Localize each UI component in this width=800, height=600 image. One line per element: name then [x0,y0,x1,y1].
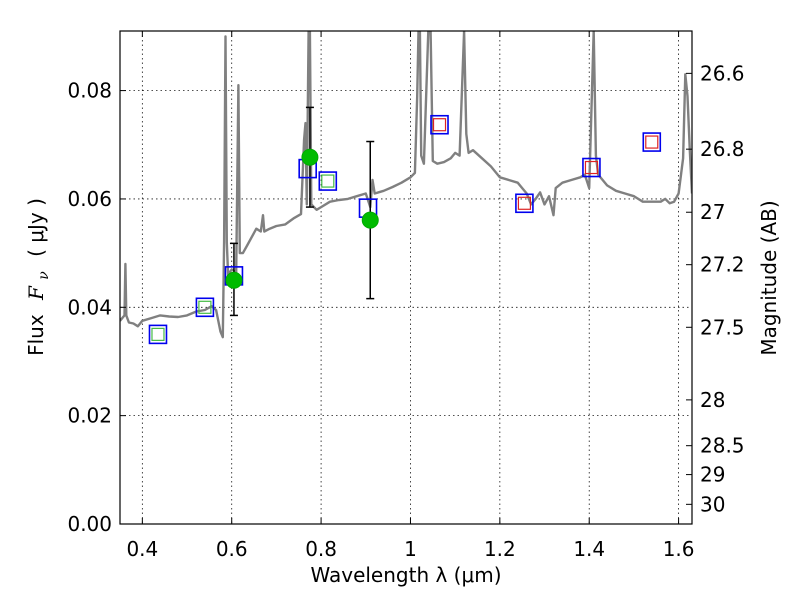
x-tick-label: 0.4 [126,537,158,561]
model-sed-line [120,31,692,339]
right-tick-label: 26.8 [700,137,745,161]
x-tick-label: 1 [404,537,417,561]
x-tick-label: 0.8 [305,537,337,561]
inner-square-marker [584,160,599,175]
inner-square-marker [517,196,532,210]
inner-square-marker [432,118,447,132]
y-axis-label-prefix: Flux [24,314,48,356]
right-tick-label: 27.2 [700,253,745,277]
right-tick-label: 27.5 [700,315,745,339]
model-photometry-square [318,171,338,191]
inner-square-marker [198,300,212,314]
y-tick-label: 0.08 [67,79,112,103]
observed-point [361,211,379,229]
y-tick-label: 0.02 [67,404,112,428]
model-photometry-square [195,297,215,318]
y-axis-label-unit: ( μJy ) [24,198,48,257]
right-tick-label: 28 [700,388,725,412]
x-tick-label: 1.2 [484,537,516,561]
x-axis-ticks: 0.4 0.6 0.8 1 1.2 1.4 1.6 [126,31,695,561]
observed-point [301,148,319,166]
y-axis-label-symbol: F [24,285,48,301]
right-tick-label: 28.5 [700,434,745,458]
y-tick-label: 0.00 [67,512,112,536]
y-tick-label: 0.04 [67,295,112,319]
x-tick-label: 1.6 [663,537,695,561]
model-sed-series [120,31,692,339]
inner-square-marker [321,174,335,188]
model-photometry-square [515,193,534,214]
y-axis-label: Flux F ν ( μJy ) [24,198,53,356]
plot-frame [119,30,693,525]
inner-square-marker [645,135,659,149]
markers [148,114,662,345]
observed-point [225,271,243,289]
x-tick-label: 1.4 [573,537,605,561]
right-tick-label: 27 [700,200,725,224]
x-axis-label: Wavelength λ (μm) [310,563,501,587]
right-tick-label: 30 [700,492,725,516]
model-photometry-square [148,324,168,345]
inner-square-marker [151,327,165,341]
right-tick-label: 29 [700,463,725,487]
y-tick-label: 0.06 [67,187,112,211]
x-tick-label: 0.6 [216,537,248,561]
grid [120,31,692,525]
model-photometry-square [642,132,662,152]
model-photometry-square [430,114,449,135]
y-axis-ticks: 0.00 0.02 0.04 0.06 0.08 [67,79,126,536]
y-axis-label-subscript: ν [36,271,52,280]
right-tick-label: 26.6 [700,61,745,85]
right-axis-ticks: 26.6 26.8 27 27.2 27.5 28 28.5 29 30 [686,61,745,516]
right-axis-label: Magnitude (AB) [757,200,781,355]
model-photometry-square [582,157,601,178]
